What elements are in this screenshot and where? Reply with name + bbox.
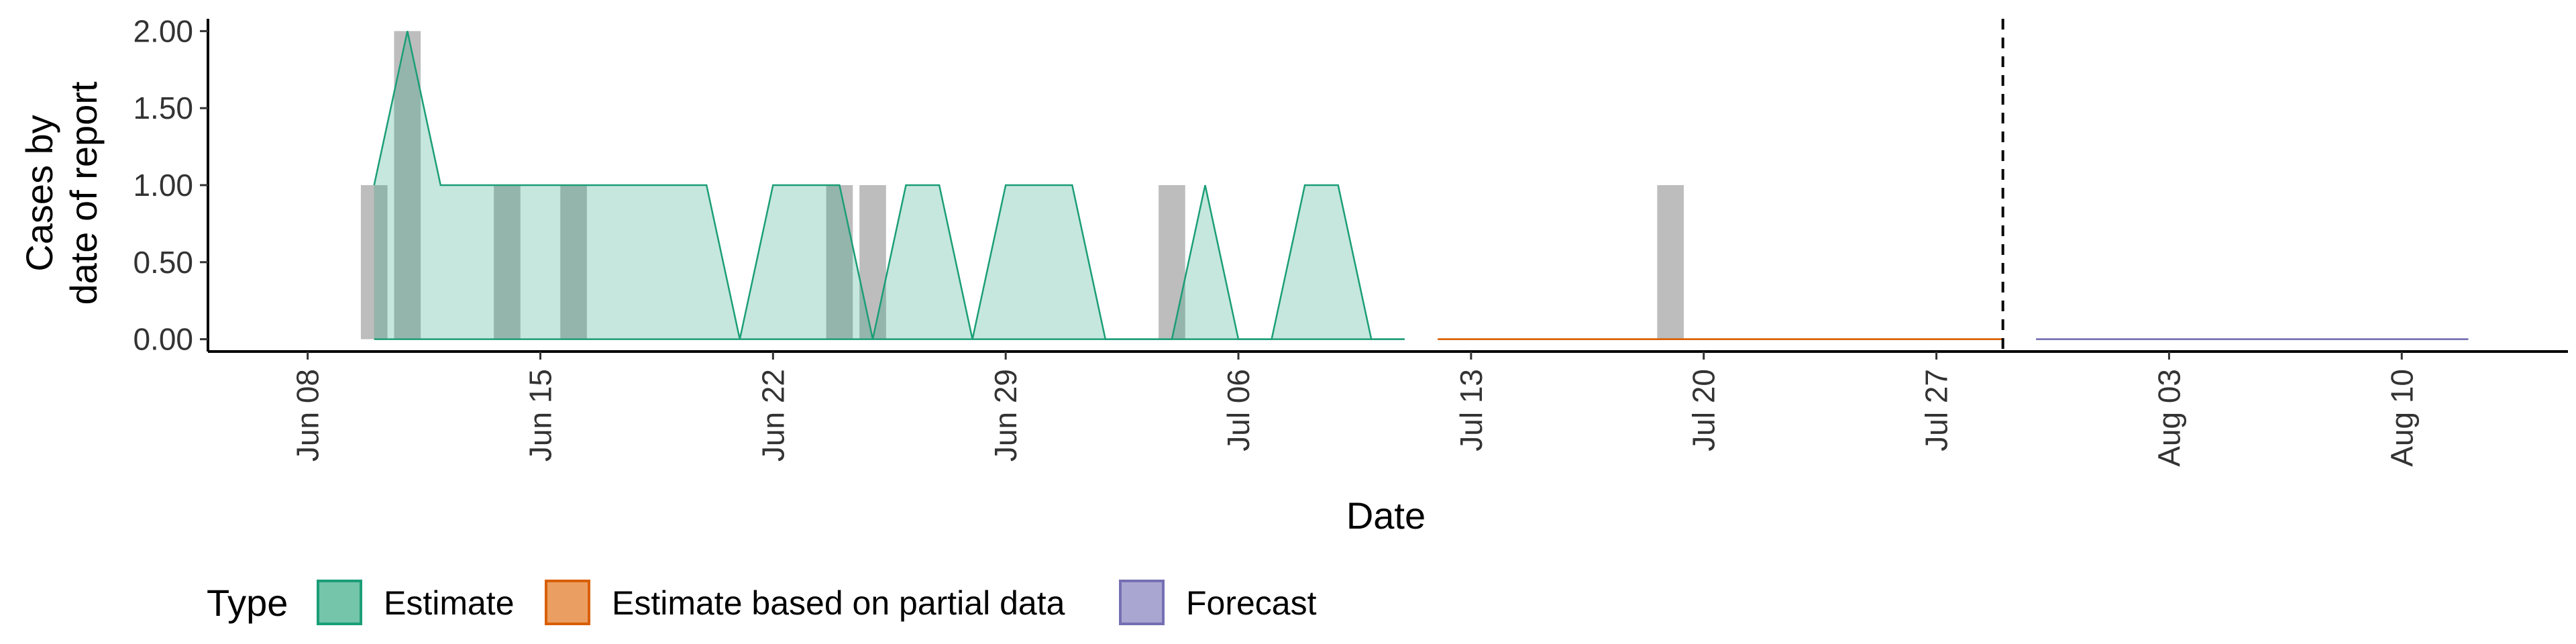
- series-ribbon: [374, 31, 1405, 339]
- x-tick-label: Jul 27: [1919, 369, 1954, 451]
- x-axis-title: Date: [1346, 494, 1426, 537]
- y-tick-label: 0.00: [133, 322, 193, 357]
- reported-case-bar: [494, 185, 521, 339]
- reported-case-bar: [826, 185, 853, 339]
- axes-layer: 0.00 0.50 1.00 1.50 2.00 Jun 08 Jun 15 Jun 22 Ju…: [133, 13, 2568, 467]
- x-tick-label: Aug 03: [2151, 369, 2186, 467]
- reported-cases-layer: [360, 31, 1684, 339]
- x-tick-label: Jun 29: [988, 369, 1023, 462]
- series-layer: [373, 31, 2469, 340]
- y-tick-label: 0.50: [133, 245, 193, 280]
- reported-case-bar: [360, 185, 388, 339]
- reported-case-bar: [1657, 185, 1684, 339]
- x-tick-label: Aug 10: [2384, 369, 2419, 467]
- legend-label-partial: Estimate based on partial data: [612, 584, 1065, 622]
- reported-case-bar: [859, 185, 886, 339]
- legend-key-estimate: [317, 580, 362, 625]
- legend-title: Type: [207, 582, 288, 624]
- legend-label-forecast: Forecast: [1186, 584, 1317, 622]
- x-tick-label: Jun 15: [523, 369, 557, 462]
- x-tick-label: Jun 08: [290, 369, 325, 462]
- series-upper-line: [373, 31, 1405, 340]
- x-tick-label: Jul 20: [1686, 369, 1721, 451]
- legend-key-partial: [545, 580, 590, 625]
- reported-case-bar: [560, 185, 587, 339]
- reported-case-bar: [1159, 185, 1185, 339]
- y-tick-label: 2.00: [133, 13, 193, 48]
- x-tick-label: Jul 13: [1454, 369, 1489, 451]
- y-axis-title-line-1: Cases by: [18, 115, 60, 271]
- x-tick-label: Jun 22: [755, 369, 790, 462]
- y-tick-label: 1.50: [133, 91, 193, 125]
- y-tick-label: 1.00: [133, 168, 193, 203]
- legend-key-forecast: [1119, 580, 1165, 625]
- reported-case-bar: [394, 31, 421, 339]
- legend-label-estimate: Estimate: [384, 584, 515, 622]
- legend: Type Estimate Estimate based on partial …: [207, 580, 1317, 625]
- x-tick-label: Jul 06: [1221, 369, 1256, 451]
- y-axis-title-line-2: date of report: [62, 81, 105, 305]
